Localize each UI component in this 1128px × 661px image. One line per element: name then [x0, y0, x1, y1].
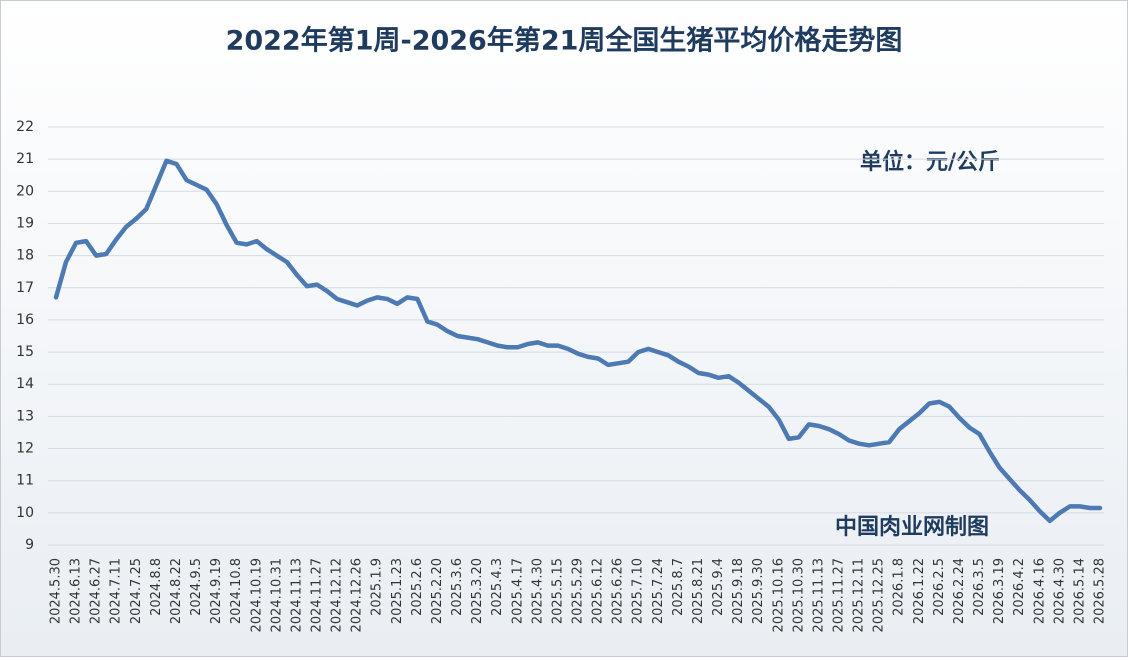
price-line	[53, 158, 1103, 524]
y-tick-label: 21	[16, 151, 34, 167]
y-tick-label: 18	[16, 248, 34, 264]
x-tick-label: 2025.5.29	[571, 558, 586, 624]
x-tick-label: 2026.2.24	[952, 558, 967, 624]
unit-annotation: 单位：元/公斤	[860, 149, 1000, 175]
x-tick-label: 2026.4.16	[1032, 558, 1047, 624]
x-tick-label: 2025.4.3	[490, 558, 505, 616]
x-tick-label: 2025.4.30	[530, 558, 545, 624]
y-tick-label: 9	[25, 537, 34, 553]
x-tick-label: 2026.2.5	[932, 558, 947, 616]
x-tick-label: 2025.2.6	[410, 558, 425, 616]
x-tick-label: 2024.11.13	[289, 558, 304, 632]
x-tick-label: 2025.6.12	[591, 558, 606, 624]
source-annotation: 中国肉业网制图	[835, 515, 989, 540]
x-tick-label: 2025.1.9	[370, 558, 385, 616]
y-tick-label: 12	[16, 441, 34, 457]
x-tick-label: 2024.9.19	[209, 558, 224, 624]
y-tick-label: 11	[16, 473, 34, 489]
x-tick-label: 2024.11.27	[310, 558, 325, 632]
y-tick-label: 22	[16, 119, 34, 135]
x-tick-label: 2024.10.31	[269, 558, 284, 632]
x-tick-label: 2026.4.2	[1012, 558, 1027, 616]
x-tick-label: 2025.12.25	[872, 558, 887, 632]
x-tick-label: 2025.4.17	[510, 558, 525, 624]
x-tick-label: 2025.12.11	[852, 558, 867, 632]
x-tick-label: 2026.3.19	[992, 558, 1007, 624]
x-tick-label: 2024.8.8	[149, 558, 164, 616]
x-tick-label: 2025.9.30	[751, 558, 766, 624]
x-tick-label: 2025.3.20	[470, 558, 485, 624]
x-tick-label: 2025.11.27	[832, 558, 847, 632]
y-tick-label: 19	[16, 215, 34, 231]
x-tick-label: 2025.2.20	[430, 558, 445, 624]
y-tick-label: 16	[16, 312, 34, 328]
x-tick-label: 2025.10.16	[771, 558, 786, 632]
x-tick-label: 2024.5.30	[49, 558, 64, 624]
x-tick-label: 2025.8.21	[691, 558, 706, 624]
x-tick-label: 2025.11.13	[811, 558, 826, 632]
x-tick-label: 2024.9.5	[189, 558, 204, 616]
y-tick-label: 17	[16, 280, 34, 296]
y-tick-label: 14	[16, 376, 34, 392]
chart-title: 2022年第1周-2026年第21周全国生猪平均价格走势图	[226, 25, 903, 57]
x-tick-label: 2025.5.15	[550, 558, 565, 624]
x-tick-label: 2024.6.27	[89, 558, 104, 624]
x-tick-label: 2024.10.19	[249, 558, 264, 632]
x-tick-label: 2025.7.10	[631, 558, 646, 624]
x-tick-label: 2025.7.24	[651, 558, 666, 624]
x-tick-label: 2025.10.30	[791, 558, 806, 632]
x-tick-label: 2024.12.12	[330, 558, 345, 632]
x-tick-label: 2025.3.6	[450, 558, 465, 616]
x-tick-label: 2026.4.30	[1052, 558, 1067, 624]
y-tick-label: 20	[16, 183, 34, 199]
y-tick-label: 15	[16, 344, 34, 360]
x-tick-label: 2025.8.7	[671, 558, 686, 616]
x-tick-label: 2026.5.14	[1072, 558, 1087, 624]
y-tick-label: 10	[16, 505, 34, 521]
x-tick-label: 2026.3.5	[972, 558, 987, 616]
x-tick-label: 2024.10.8	[229, 558, 244, 624]
x-tick-label: 2024.8.22	[169, 558, 184, 624]
x-tick-label: 2026.5.28	[1093, 558, 1108, 624]
x-tick-label: 2025.9.18	[731, 558, 746, 624]
x-tick-label: 2024.7.11	[109, 558, 124, 624]
x-tick-label: 2025.1.23	[390, 558, 405, 624]
x-tick-label: 2024.12.26	[350, 558, 365, 632]
x-tick-label: 2024.6.13	[69, 558, 84, 624]
y-tick-label: 13	[16, 408, 34, 424]
x-tick-label: 2025.9.4	[711, 558, 726, 616]
x-tick-label: 2025.6.26	[611, 558, 626, 624]
x-tick-label: 2026.1.22	[912, 558, 927, 624]
x-tick-label: 2026.1.8	[892, 558, 907, 616]
x-tick-label: 2024.7.25	[129, 558, 144, 624]
